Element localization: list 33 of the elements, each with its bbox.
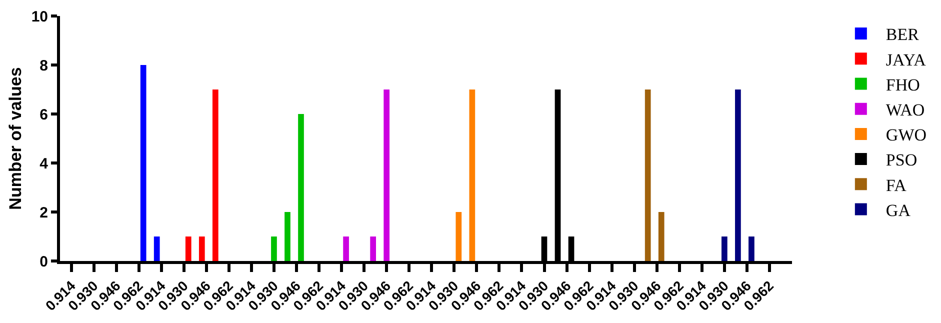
legend-label: GA bbox=[886, 200, 912, 220]
bar bbox=[735, 90, 741, 261]
y-tick-label: 10 bbox=[31, 8, 48, 26]
bar bbox=[298, 114, 304, 261]
bar bbox=[212, 90, 218, 261]
bar bbox=[384, 90, 390, 261]
y-axis-title: Number of values bbox=[6, 67, 25, 210]
bar bbox=[722, 236, 728, 261]
y-tick-label: 0 bbox=[40, 253, 48, 270]
y-tick-label: 8 bbox=[40, 57, 48, 74]
y-tick-label: 6 bbox=[40, 106, 48, 124]
bar bbox=[748, 236, 754, 261]
legend-label: GWO bbox=[886, 126, 927, 145]
bar bbox=[343, 236, 349, 261]
bar bbox=[140, 65, 146, 261]
legend-label: FHO bbox=[886, 75, 920, 94]
bar bbox=[456, 212, 462, 261]
legend-label: JAYA bbox=[886, 50, 927, 70]
bar bbox=[284, 212, 290, 261]
y-tick-label: 4 bbox=[40, 155, 49, 172]
bar bbox=[271, 236, 277, 261]
bar bbox=[644, 90, 651, 261]
bar bbox=[154, 236, 160, 261]
legend-label: WAO bbox=[886, 100, 925, 120]
legend-label: PSO bbox=[886, 150, 918, 170]
y-tick-label: 2 bbox=[40, 204, 48, 222]
bar bbox=[658, 212, 664, 261]
bar bbox=[370, 236, 376, 261]
legend-label: FA bbox=[886, 176, 908, 195]
bar bbox=[185, 236, 192, 261]
bar bbox=[469, 90, 476, 261]
bar bbox=[198, 236, 205, 261]
legend-label: BER bbox=[886, 25, 920, 44]
